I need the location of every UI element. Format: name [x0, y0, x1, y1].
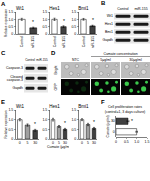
- svg-text:0: 0: [74, 137, 76, 141]
- svg-text:Control: Control: [53, 36, 57, 48]
- svg-text:*: *: [63, 18, 65, 24]
- svg-text:1.5: 1.5: [71, 10, 76, 14]
- svg-text:miR-155: miR-155: [91, 36, 95, 48]
- svg-text:Bmi1: Bmi1: [105, 30, 113, 34]
- svg-text:0: 0: [45, 137, 47, 141]
- svg-text:*: *: [93, 119, 95, 125]
- svg-text:C: C: [1, 50, 6, 56]
- svg-text:Hes1: Hes1: [105, 22, 113, 26]
- svg-text:Relative expression: Relative expression: [4, 110, 8, 138]
- svg-text:Caspase-3: Caspase-3: [6, 66, 23, 70]
- svg-text:1.5: 1.5: [71, 108, 76, 112]
- svg-text:30: 30: [92, 141, 96, 145]
- svg-text:1.0: 1.0: [71, 18, 76, 22]
- svg-text:5μg/ml: 5μg/ml: [100, 58, 111, 62]
- svg-text:miR-155: miR-155: [36, 58, 48, 62]
- svg-text:30: 30: [111, 119, 115, 123]
- svg-text:Control: Control: [25, 58, 35, 62]
- svg-text:*: *: [92, 17, 94, 23]
- svg-text:1.0: 1.0: [42, 18, 47, 22]
- svg-text:0: 0: [19, 141, 21, 145]
- svg-text:*: *: [131, 118, 133, 124]
- svg-text:Wt1: Wt1: [107, 14, 113, 18]
- svg-text:0: 0: [81, 141, 83, 145]
- svg-text:Cumate concentration: Cumate concentration: [103, 52, 137, 56]
- svg-text:NTC: NTC: [72, 58, 80, 62]
- svg-text:30: 30: [63, 141, 67, 145]
- svg-text:0.5: 0.5: [71, 128, 76, 132]
- svg-text:Bmi1: Bmi1: [78, 6, 89, 11]
- svg-text:Wt1: Wt1: [16, 6, 24, 11]
- svg-text:1.0: 1.0: [42, 118, 47, 122]
- svg-text:0: 0: [45, 32, 47, 36]
- svg-text:Control: Control: [117, 7, 129, 11]
- svg-text:1.5: 1.5: [145, 140, 150, 144]
- svg-text:Gapdh: Gapdh: [12, 86, 23, 90]
- svg-text:A: A: [1, 1, 6, 7]
- svg-text:*: *: [64, 120, 66, 126]
- svg-text:Cleavedcaspase-3: Cleavedcaspase-3: [7, 75, 23, 83]
- svg-text:30: 30: [33, 141, 37, 145]
- svg-text:Gapdh: Gapdh: [102, 38, 113, 42]
- svg-text:B: B: [101, 0, 106, 6]
- svg-text:GFP: GFP: [54, 83, 58, 91]
- svg-text:miR-155: miR-155: [62, 36, 66, 48]
- svg-text:0.5: 0.5: [8, 128, 13, 132]
- svg-text:1.5: 1.5: [42, 108, 47, 112]
- svg-text:Cumate (μg/ml): Cumate (μg/ml): [47, 145, 69, 149]
- svg-text:1.0: 1.0: [134, 140, 139, 144]
- svg-text:miR-155: miR-155: [134, 7, 147, 11]
- svg-text:5: 5: [27, 141, 29, 145]
- svg-text:1.5: 1.5: [8, 10, 13, 14]
- svg-text:1.0: 1.0: [8, 18, 13, 22]
- svg-text:*: *: [32, 19, 34, 25]
- svg-text:0.5: 0.5: [42, 128, 47, 132]
- svg-text:Cell proliferation rates(contr: Cell proliferation rates(control=1, 3 da…: [105, 105, 146, 114]
- svg-text:miR-155: miR-155: [31, 36, 35, 48]
- svg-text:0: 0: [115, 140, 117, 144]
- svg-text:*: *: [34, 121, 36, 127]
- svg-text:Hes1: Hes1: [49, 104, 60, 109]
- svg-text:0: 0: [11, 32, 13, 36]
- svg-text:F: F: [101, 99, 105, 105]
- svg-text:1.5: 1.5: [42, 10, 47, 14]
- svg-text:Cumate (μg/ml): Cumate (μg/ml): [106, 115, 110, 137]
- svg-text:30μg/ml: 30μg/ml: [129, 58, 142, 62]
- svg-text:1.0: 1.0: [8, 118, 13, 122]
- svg-text:0: 0: [74, 32, 76, 36]
- svg-text:0.5: 0.5: [8, 25, 13, 29]
- svg-text:0: 0: [11, 137, 13, 141]
- svg-text:Bmi1: Bmi1: [78, 104, 89, 109]
- svg-text:E: E: [1, 99, 5, 105]
- svg-text:Control: Control: [20, 36, 24, 48]
- svg-text:1.5: 1.5: [8, 108, 13, 112]
- svg-text:Wt1: Wt1: [16, 104, 24, 109]
- svg-text:Bright: Bright: [54, 65, 58, 74]
- svg-text:Relative expression: Relative expression: [4, 9, 8, 37]
- svg-text:5: 5: [58, 141, 60, 145]
- svg-text:0.5: 0.5: [71, 25, 76, 29]
- svg-text:0: 0: [52, 141, 54, 145]
- svg-text:1.0: 1.0: [71, 118, 76, 122]
- svg-text:Hes1: Hes1: [49, 6, 60, 11]
- svg-text:0.5: 0.5: [124, 140, 129, 144]
- svg-text:Control: Control: [82, 36, 86, 48]
- svg-text:5: 5: [87, 141, 89, 145]
- svg-text:0.5: 0.5: [42, 25, 47, 29]
- svg-text:D: D: [51, 50, 56, 56]
- svg-text:0: 0: [113, 130, 115, 134]
